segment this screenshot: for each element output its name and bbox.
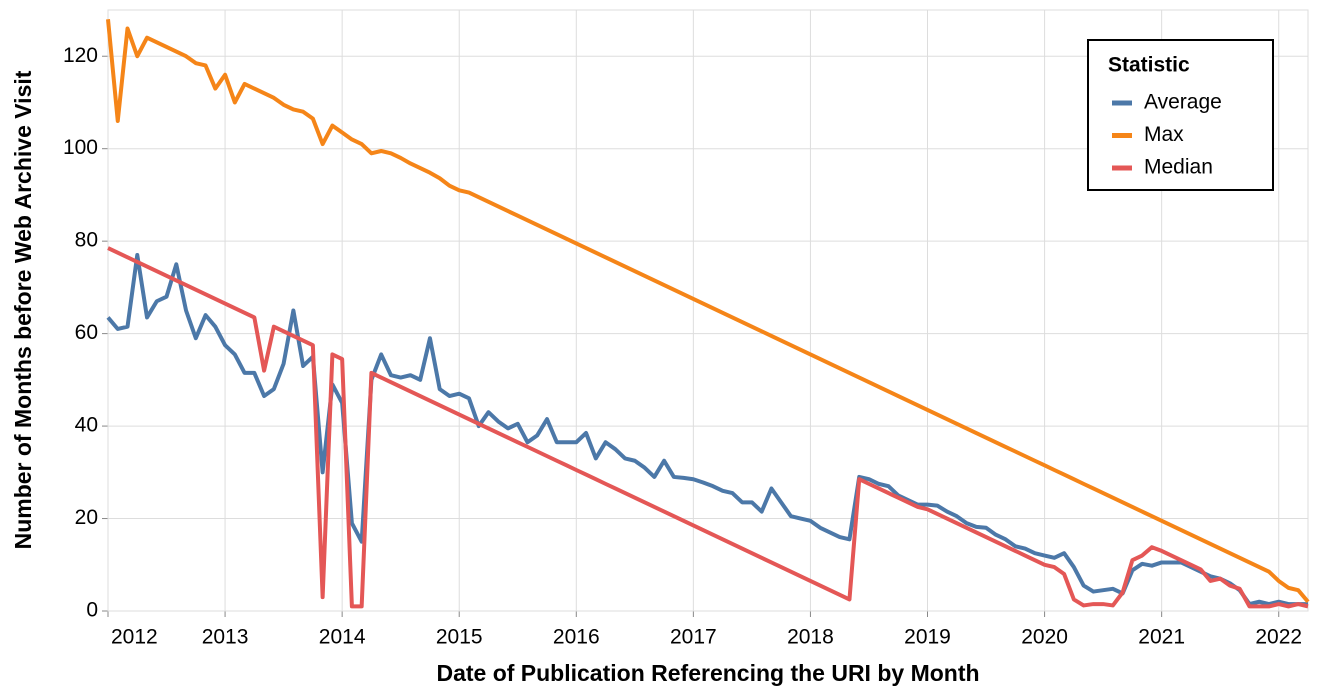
x-tick-label: 2016	[553, 626, 600, 649]
y-tick-label: 80	[75, 229, 98, 252]
x-tick-label: 2013	[202, 626, 249, 649]
legend-label: Median	[1144, 156, 1213, 179]
x-tick-label: 2017	[670, 626, 717, 649]
y-tick-label: 0	[86, 599, 98, 622]
x-tick-label: 2018	[787, 626, 834, 649]
legend-label: Average	[1144, 91, 1222, 114]
plot-frame	[107, 9, 1309, 612]
y-axis-title: Number of Months before Web Archive Visi…	[10, 70, 36, 549]
line-series	[107, 246, 1309, 609]
y-tick-label: 20	[75, 506, 98, 529]
legend-label: Max	[1144, 123, 1184, 146]
x-tick-label: 2019	[904, 626, 951, 649]
y-tick-label: 40	[75, 414, 98, 437]
legend: Statistic Average Max Median	[1087, 39, 1274, 191]
x-tick-label: 2021	[1138, 626, 1185, 649]
y-tick-label: 120	[63, 44, 98, 67]
line-series	[106, 253, 1308, 607]
x-tick-label: 2020	[1021, 626, 1068, 649]
x-tick-label: 2014	[319, 626, 366, 649]
y-tick-label: 60	[75, 321, 98, 344]
x-tick-label: 2015	[436, 626, 483, 649]
y-tick-label: 100	[63, 136, 98, 159]
legend-title: Statistic	[1108, 54, 1190, 77]
line-series	[106, 19, 1310, 604]
x-axis-title: Date of Publication Referencing the URI …	[436, 660, 979, 686]
x-tick-label: 2012	[111, 626, 158, 649]
x-tick-label: 2022	[1255, 626, 1302, 649]
legend-box	[1087, 39, 1274, 191]
